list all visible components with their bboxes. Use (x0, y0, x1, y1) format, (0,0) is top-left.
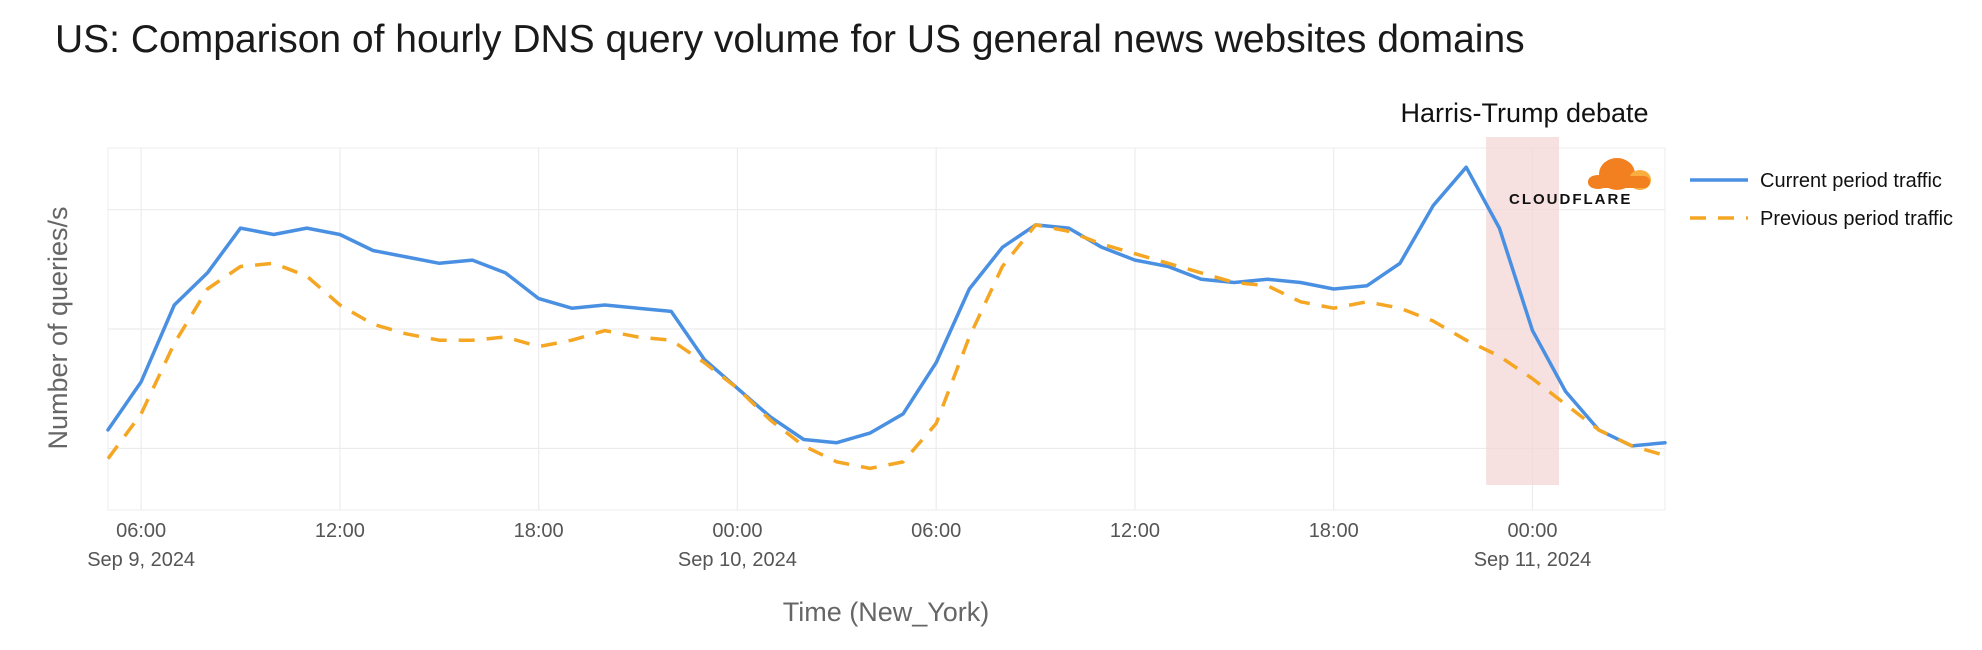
annotation-band: Harris-Trump debate (1401, 98, 1649, 485)
legend-label-current: Current period traffic (1760, 170, 1942, 192)
cloudflare-wordmark: CLOUDFLARE (1509, 191, 1632, 208)
cloudflare-logo: CLOUDFLARE (1509, 158, 1651, 208)
y-axis-title: Number of queries/s (43, 206, 73, 449)
series-line-current (106, 165, 1667, 448)
series-line-previous (106, 223, 1666, 471)
x-tick-label: 18:00 (1309, 520, 1359, 542)
legend: Current period traffic Previous period t… (1690, 170, 1953, 230)
x-tick-label: 06:00 (116, 520, 166, 542)
x-tick-label: 18:00 (514, 520, 564, 542)
chart-title: US: Comparison of hourly DNS query volum… (55, 18, 1525, 61)
grid (107, 147, 1666, 511)
x-tick-date-label: Sep 11, 2024 (1474, 549, 1592, 571)
debate-highlight-band (1486, 137, 1559, 485)
x-tick-date-label: Sep 9, 2024 (87, 549, 195, 571)
x-axis: 06:00 Sep 9, 2024 12:00 18:00 00:00 Sep 10, 2… (87, 520, 1591, 571)
x-tick-label: 00:00 (712, 520, 762, 542)
cloud-icon (1588, 158, 1651, 190)
legend-label-previous: Previous period traffic (1760, 208, 1953, 230)
series-lines (106, 165, 1667, 471)
x-tick-date-label: Sep 10, 2024 (678, 549, 797, 571)
x-axis-title: Time (New_York) (783, 597, 990, 627)
annotation-label: Harris-Trump debate (1401, 98, 1649, 128)
x-tick-label: 06:00 (911, 520, 961, 542)
x-tick-label: 12:00 (315, 520, 365, 542)
x-tick-label: 12:00 (1110, 520, 1160, 542)
x-tick-label: 00:00 (1507, 520, 1557, 542)
